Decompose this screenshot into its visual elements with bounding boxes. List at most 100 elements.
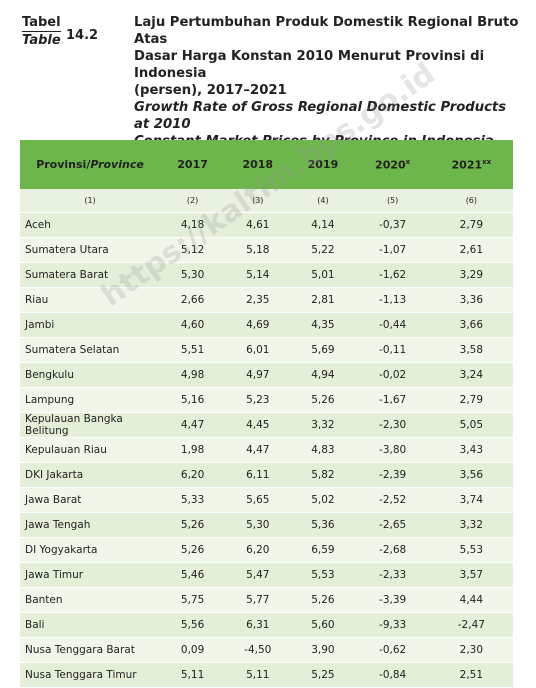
column-number: (6) <box>429 189 513 213</box>
cell: 4,47 <box>160 412 226 438</box>
cell: 5,02 <box>290 487 356 513</box>
cell: 5,18 <box>225 237 291 263</box>
table-row: Sumatera Barat 5,30 5,14 5,01 -1,62 3,29 <box>20 262 513 288</box>
cell: -4,50 <box>225 637 291 663</box>
cell: -0,44 <box>355 312 430 338</box>
cell: 5,26 <box>290 587 356 613</box>
column-number: (1) <box>20 189 160 213</box>
province: Bali <box>20 612 160 638</box>
cell: 2,79 <box>429 212 513 238</box>
cell: 5,30 <box>225 512 291 538</box>
title-line: (persen), 2017–2021 <box>134 83 287 98</box>
column-number: (3) <box>225 189 291 213</box>
cell: -9,33 <box>355 612 430 638</box>
cell: -1,13 <box>355 287 430 313</box>
table-row: Nusa Tenggara Timur 5,11 5,11 5,25 -0,84 2,51 <box>20 662 513 688</box>
data-table: Provinsi/Province 2017 2018 2019 2020x 2… <box>20 140 513 688</box>
cell: -0,37 <box>355 212 430 238</box>
table-row: Jambi 4,60 4,69 4,35 -0,44 3,66 <box>20 312 513 338</box>
province: Sumatera Selatan <box>20 337 160 363</box>
province: Bengkulu <box>20 362 160 388</box>
cell: 3,58 <box>429 337 513 363</box>
cell: 4,35 <box>290 312 356 338</box>
cell: 4,98 <box>160 362 226 388</box>
cell: 5,01 <box>290 262 356 288</box>
cell: 6,59 <box>290 537 356 563</box>
cell: 3,56 <box>429 462 513 488</box>
cell: 5,75 <box>160 587 226 613</box>
cell: 4,18 <box>160 212 226 238</box>
col-year: 2021 <box>451 158 483 172</box>
province: Lampung <box>20 387 160 413</box>
col-en: Province <box>90 158 144 171</box>
province: Nusa Tenggara Timur <box>20 662 160 688</box>
cell: 3,36 <box>429 287 513 313</box>
cell: -2,39 <box>355 462 430 488</box>
cell: -2,47 <box>429 612 513 638</box>
cell: 3,57 <box>429 562 513 588</box>
table-row: Nusa Tenggara Barat 0,09 -4,50 3,90 -0,62 2,3… <box>20 637 513 663</box>
cell: -0,11 <box>355 337 430 363</box>
table-row: Bengkulu 4,98 4,97 4,94 -0,02 3,24 <box>20 362 513 388</box>
cell: 3,29 <box>429 262 513 288</box>
cell: -1,62 <box>355 262 430 288</box>
cell: -1,07 <box>355 237 430 263</box>
province: Nusa Tenggara Barat <box>20 637 160 663</box>
cell: 4,14 <box>290 212 356 238</box>
cell: 5,25 <box>290 662 356 688</box>
cell: 4,61 <box>225 212 291 238</box>
cell: 5,36 <box>290 512 356 538</box>
province: Aceh <box>20 212 160 238</box>
table-row: Jawa Tengah 5,26 5,30 5,36 -2,65 3,32 <box>20 512 513 538</box>
cell: 5,14 <box>225 262 291 288</box>
cell: 5,22 <box>290 237 356 263</box>
cell: 3,43 <box>429 437 513 463</box>
cell: 6,31 <box>225 612 291 638</box>
cell: 6,01 <box>225 337 291 363</box>
province: Jawa Tengah <box>20 512 160 538</box>
column-header: 2021xx <box>429 140 513 189</box>
cell: -0,84 <box>355 662 430 688</box>
table-row: Jawa Timur 5,46 5,47 5,53 -2,33 3,57 <box>20 562 513 588</box>
cell: 6,11 <box>225 462 291 488</box>
table-row: Banten 5,75 5,77 5,26 -3,39 4,44 <box>20 587 513 613</box>
column-header: Provinsi/Province <box>20 140 160 189</box>
province: Jawa Timur <box>20 562 160 588</box>
table-row: Kepulauan Bangka Belitung 4,47 4,45 3,32 -2,… <box>20 412 513 438</box>
cell: 4,60 <box>160 312 226 338</box>
cell: -3,80 <box>355 437 430 463</box>
province: Banten <box>20 587 160 613</box>
cell: 5,53 <box>429 537 513 563</box>
cell: 0,09 <box>160 637 226 663</box>
cell: 3,32 <box>290 412 356 438</box>
cell: 2,61 <box>429 237 513 263</box>
cell: 4,45 <box>225 412 291 438</box>
province: Sumatera Utara <box>20 237 160 263</box>
table-row: Riau 2,66 2,35 2,81 -1,13 3,36 <box>20 287 513 313</box>
title-en-line: Growth Rate of Gross Regional Domestic P… <box>134 100 507 132</box>
label: Tabel <box>22 15 61 32</box>
cell: 4,47 <box>225 437 291 463</box>
cell: 1,98 <box>160 437 226 463</box>
cell: 5,05 <box>429 412 513 438</box>
table-row: Sumatera Utara 5,12 5,18 5,22 -1,07 2,61 <box>20 237 513 263</box>
title-line: Dasar Harga Konstan 2010 Menurut Provins… <box>134 49 485 81</box>
column-header: 2020x <box>355 140 430 189</box>
cell: 3,24 <box>429 362 513 388</box>
cell: 5,47 <box>225 562 291 588</box>
cell: 5,11 <box>225 662 291 688</box>
table-row: DKI Jakarta 6,20 6,11 5,82 -2,39 3,56 <box>20 462 513 488</box>
cell: 5,69 <box>290 337 356 363</box>
cell: 6,20 <box>160 462 226 488</box>
table-label: Tabel Table <box>22 14 61 49</box>
column-number: (5) <box>355 189 430 213</box>
cell: 5,23 <box>225 387 291 413</box>
cell: -0,02 <box>355 362 430 388</box>
cell: 3,74 <box>429 487 513 513</box>
cell: -2,65 <box>355 512 430 538</box>
cell: 5,53 <box>290 562 356 588</box>
cell: 5,82 <box>290 462 356 488</box>
table-row: Lampung 5,16 5,23 5,26 -1,67 2,79 <box>20 387 513 413</box>
cell: 5,46 <box>160 562 226 588</box>
